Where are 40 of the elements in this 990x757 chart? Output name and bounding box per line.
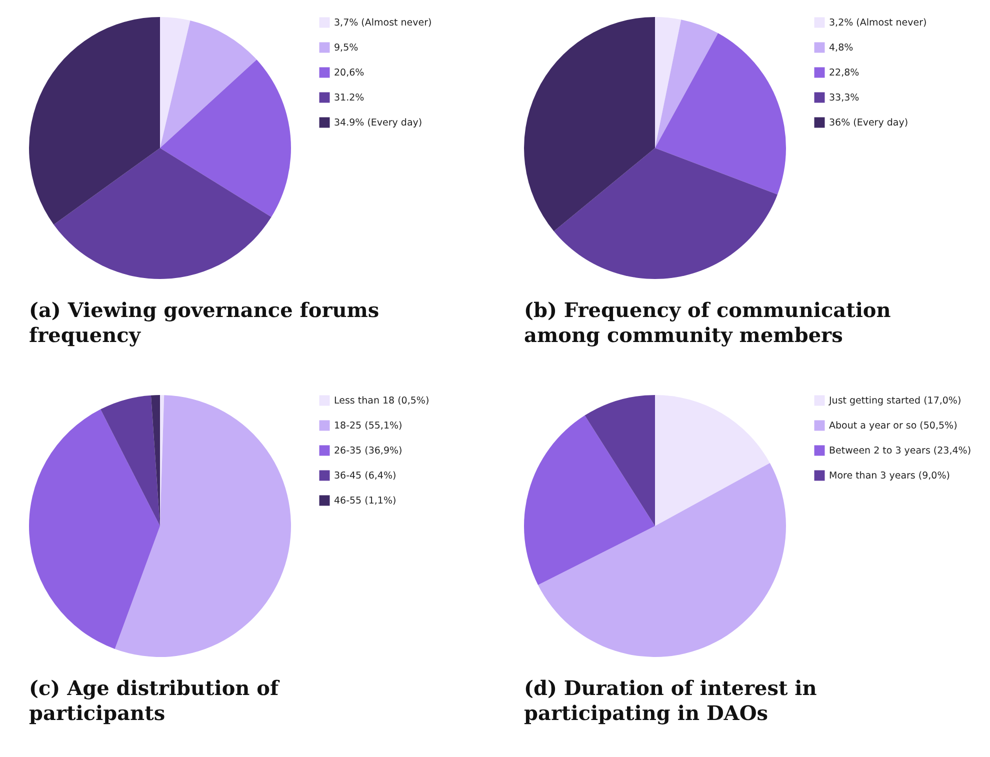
pie-slice bbox=[655, 17, 682, 148]
pie-slice bbox=[524, 415, 655, 585]
pie-slice bbox=[584, 395, 655, 526]
legend-label: Less than 18 (0,5%) bbox=[334, 396, 430, 406]
text: (d) Duration of interest in participating in DAOs bbox=[524, 676, 818, 725]
pie-slice bbox=[29, 409, 160, 649]
pie-slice bbox=[538, 463, 786, 657]
legend-label: 3,2% (Almost never) bbox=[829, 18, 927, 28]
legend-label: Just getting started (17,0%) bbox=[828, 396, 962, 406]
text: (b) Frequency of communication among community members bbox=[524, 298, 892, 347]
pie-slice bbox=[160, 17, 190, 148]
pie-slice bbox=[114, 395, 291, 657]
pie-slice bbox=[160, 20, 257, 148]
legend-label: 36-45 (6,4%) bbox=[334, 470, 396, 482]
pie-slice bbox=[29, 17, 160, 225]
legend-label: 18-25 (55,1%) bbox=[334, 420, 402, 432]
pie-slice bbox=[100, 395, 160, 526]
pie-slice bbox=[54, 148, 272, 279]
pie-slice bbox=[524, 17, 655, 232]
legend-label: 26-35 (36,9%) bbox=[334, 446, 402, 456]
legend-label: 31.2% bbox=[334, 92, 364, 104]
legend-label: 34.9% (Every day) bbox=[334, 118, 422, 128]
legend-label: More than 3 years (9,0%) bbox=[829, 470, 950, 482]
legend-label: 46-55 (1,1%) bbox=[334, 496, 396, 506]
legend-label: 20,6% bbox=[334, 68, 364, 78]
legend-label: About a year or so (50,5%) bbox=[829, 420, 958, 432]
pie-slice bbox=[655, 395, 770, 526]
pie-slice bbox=[554, 148, 778, 279]
text: (c) Age distribution of participants bbox=[29, 676, 280, 725]
legend-label: 4,8% bbox=[829, 42, 854, 54]
legend-label: 3,7% (Almost never) bbox=[334, 18, 432, 28]
legend-label: 36% (Every day) bbox=[829, 118, 908, 128]
text: (a) Viewing governance forums frequency bbox=[29, 298, 380, 347]
pie-slice bbox=[655, 20, 718, 148]
legend-label: 22,8% bbox=[829, 68, 860, 78]
legend-label: 9,5% bbox=[334, 42, 358, 54]
pie-slice bbox=[160, 60, 291, 218]
pie-slice bbox=[655, 33, 786, 194]
legend-label: 33,3% bbox=[829, 92, 860, 104]
legend-label: Between 2 to 3 years (23,4%) bbox=[829, 446, 972, 456]
